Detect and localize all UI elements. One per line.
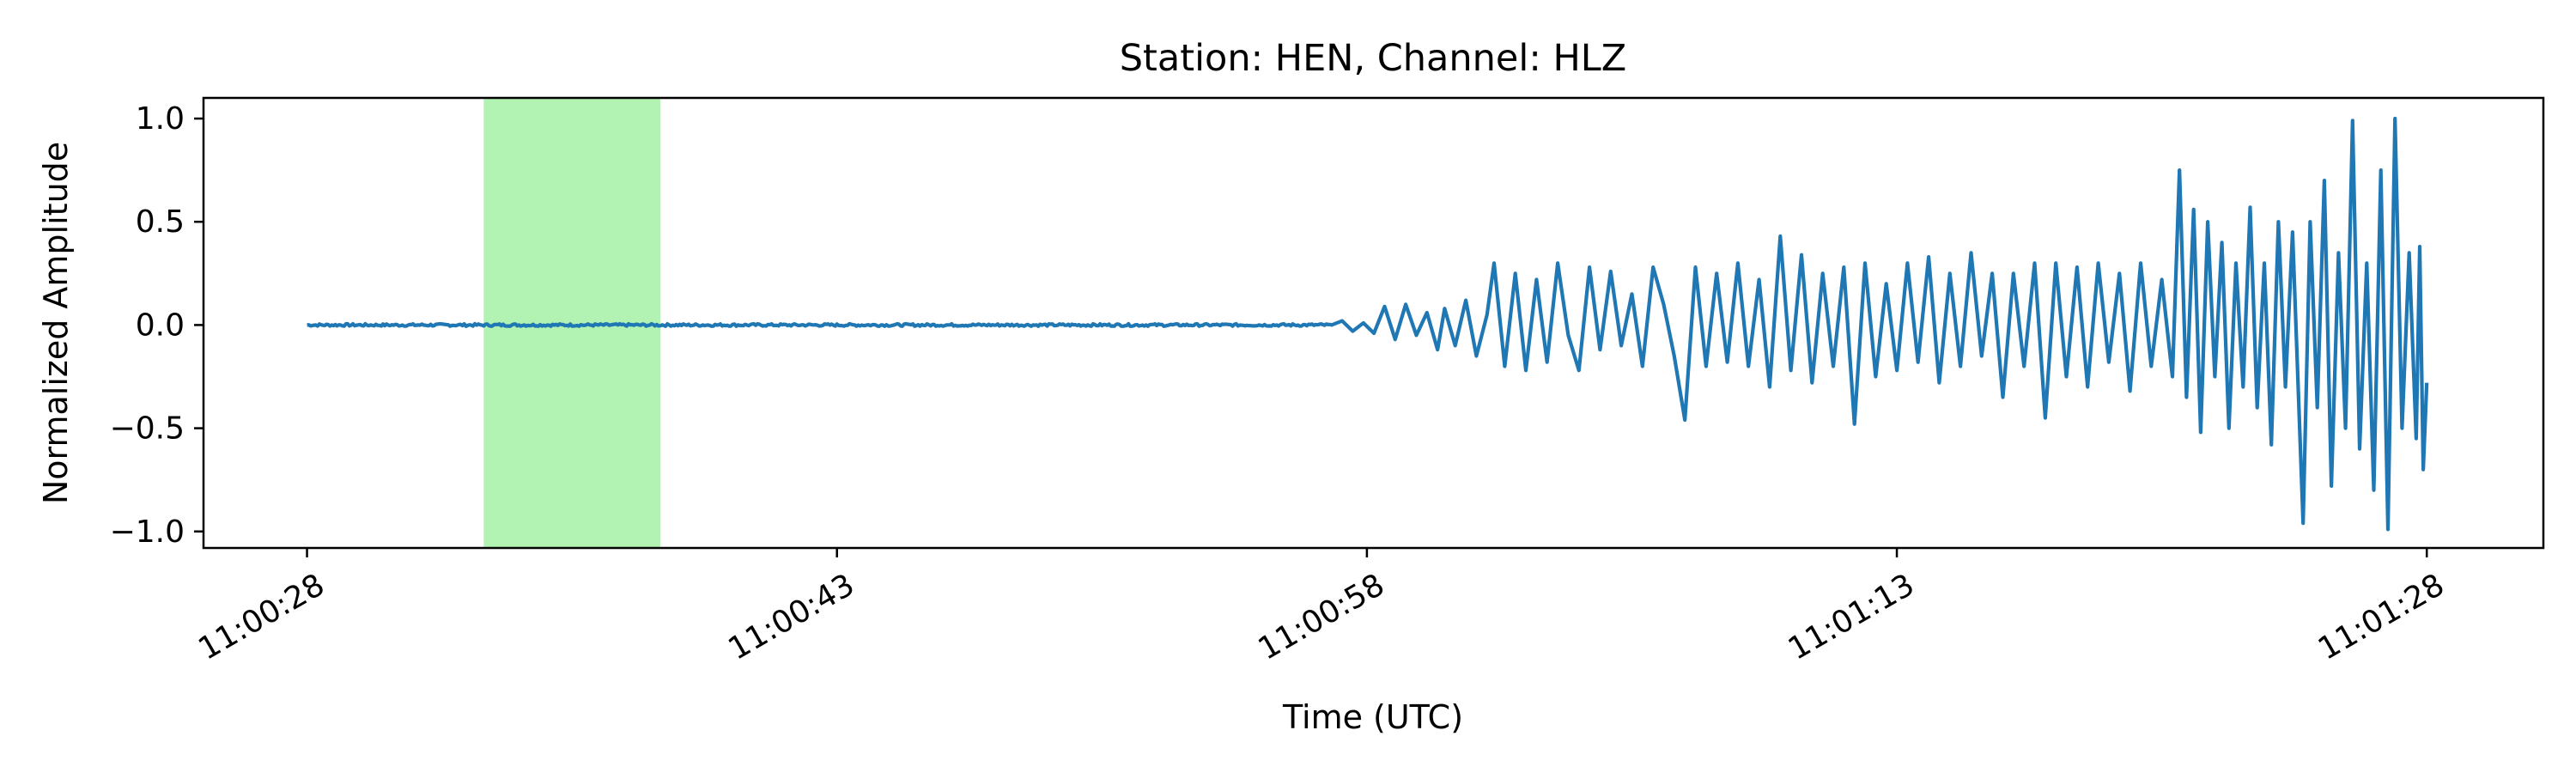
highlight-layer [483,98,660,548]
y-axis: 1.0 0.5 0.0 −0.5 −1.0 [110,101,204,550]
x-axis-title: Time (UTC) [1282,698,1463,736]
y-tick-label: −0.5 [110,411,185,447]
y-tick-label: 0.5 [136,204,185,240]
y-axis-title: Normalized Amplitude [37,142,75,504]
series-layer [307,116,2429,532]
chart-title: Station: HEN, Channel: HLZ [1120,37,1626,80]
y-tick-label: 1.0 [136,101,185,137]
plot-frame [202,96,2545,550]
y-tick-label: 0.0 [136,307,185,343]
waveform-series-line-0 [307,116,2429,532]
highlight-window [483,98,660,548]
y-tick-label: −1.0 [110,514,185,550]
